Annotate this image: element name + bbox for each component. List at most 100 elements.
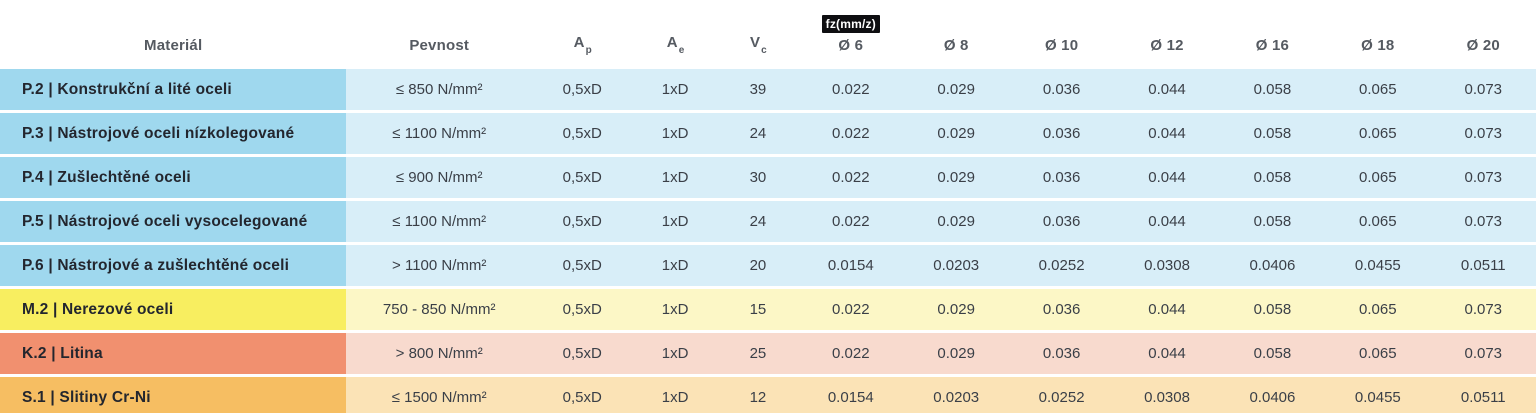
column-header-d18: Ø 18 bbox=[1325, 3, 1431, 66]
fz-cell-d6: 0.022 bbox=[798, 157, 904, 198]
fz-cell-d8: 0.029 bbox=[903, 333, 1009, 374]
fz-cell-d8: 0.0203 bbox=[903, 377, 1009, 413]
table-row: P.2 | Konstrukční a lité oceli ≤ 850 N/mm… bbox=[0, 69, 1536, 110]
fz-cell-d6: 0.022 bbox=[798, 201, 904, 242]
material-cell: P.6 | Nástrojové a zušlechtěné oceli bbox=[0, 245, 347, 286]
fz-cell-d20: 0.073 bbox=[1430, 201, 1536, 242]
vc-sub: c bbox=[761, 45, 767, 56]
fz-cell-d18: 0.065 bbox=[1325, 113, 1431, 154]
material-cell: M.2 | Nerezové oceli bbox=[0, 289, 347, 330]
table-row: K.2 | Litina > 800 N/mm² 0,5xD 1xD 25 0.022 0.… bbox=[0, 333, 1536, 374]
ae-sub: e bbox=[678, 45, 685, 56]
column-header-d20: Ø 20 bbox=[1430, 3, 1536, 66]
fz-cell-d10: 0.0252 bbox=[1008, 377, 1115, 413]
fz-cell-d10: 0.036 bbox=[1008, 69, 1115, 110]
fz-cell-d18: 0.0455 bbox=[1325, 245, 1431, 286]
fz-cell-d12: 0.044 bbox=[1114, 157, 1220, 198]
fz-cell-d16: 0.0406 bbox=[1219, 245, 1326, 286]
fz-cell-d10: 0.036 bbox=[1008, 201, 1115, 242]
fz-cell-d18: 0.065 bbox=[1325, 69, 1431, 110]
vc-cell: 15 bbox=[717, 289, 799, 330]
ap-base: A bbox=[573, 34, 585, 51]
fz-cell-d12: 0.044 bbox=[1114, 333, 1220, 374]
fz-cell-d16: 0.0406 bbox=[1219, 377, 1326, 413]
ae-cell: 1xD bbox=[632, 377, 718, 413]
material-cell: S.1 | Slitiny Cr-Ni bbox=[0, 377, 347, 413]
fz-cell-d10: 0.036 bbox=[1008, 333, 1115, 374]
fz-header-stack: fz(mm/z) Ø 6 bbox=[798, 15, 903, 54]
fz-cell-d16: 0.058 bbox=[1219, 69, 1326, 110]
fz-cell-d12: 0.0308 bbox=[1114, 245, 1220, 286]
vc-cell: 30 bbox=[717, 157, 799, 198]
material-cell: P.2 | Konstrukční a lité oceli bbox=[0, 69, 347, 110]
pevnost-cell: ≤ 850 N/mm² bbox=[346, 69, 533, 110]
material-cell: P.3 | Nástrojové oceli nízkolegované bbox=[0, 113, 347, 154]
ae-cell: 1xD bbox=[632, 201, 718, 242]
fz-cell-d12: 0.044 bbox=[1114, 69, 1220, 110]
fz-cell-d12: 0.044 bbox=[1114, 113, 1220, 154]
fz-cell-d20: 0.073 bbox=[1430, 157, 1536, 198]
fz-cell-d16: 0.058 bbox=[1219, 333, 1326, 374]
ap-cell: 0,5xD bbox=[532, 113, 633, 154]
fz-cell-d12: 0.0308 bbox=[1114, 377, 1220, 413]
pevnost-cell: > 800 N/mm² bbox=[346, 333, 533, 374]
ap-cell: 0,5xD bbox=[532, 157, 633, 198]
ap-cell: 0,5xD bbox=[532, 201, 633, 242]
fz-cell-d16: 0.058 bbox=[1219, 113, 1326, 154]
ae-cell: 1xD bbox=[632, 245, 718, 286]
fz-cell-d20: 0.0511 bbox=[1430, 245, 1536, 286]
table-header: Materiál Pevnost Ap Ae Vc fz(mm/z) Ø 6 Ø… bbox=[0, 3, 1536, 66]
ap-cell: 0,5xD bbox=[532, 333, 633, 374]
fz-cell-d18: 0.0455 bbox=[1325, 377, 1431, 413]
ae-cell: 1xD bbox=[632, 69, 718, 110]
fz-cell-d20: 0.073 bbox=[1430, 69, 1536, 110]
ae-cell: 1xD bbox=[632, 333, 718, 374]
ae-cell: 1xD bbox=[632, 157, 718, 198]
d6-label: Ø 6 bbox=[838, 37, 864, 54]
fz-cell-d18: 0.065 bbox=[1325, 333, 1431, 374]
column-header-d8: Ø 8 bbox=[903, 3, 1009, 66]
fz-cell-d18: 0.065 bbox=[1325, 289, 1431, 330]
table-row: P.6 | Nástrojové a zušlechtěné oceli > 11… bbox=[0, 245, 1536, 286]
vc-cell: 12 bbox=[717, 377, 799, 413]
ae-cell: 1xD bbox=[632, 289, 718, 330]
pevnost-cell: > 1100 N/mm² bbox=[346, 245, 533, 286]
column-header-vc: Vc bbox=[717, 3, 799, 66]
ap-sub: p bbox=[585, 45, 592, 56]
table-row: P.4 | Zušlechtěné oceli ≤ 900 N/mm² 0,5xD 1… bbox=[0, 157, 1536, 198]
vc-cell: 24 bbox=[717, 113, 799, 154]
ae-cell: 1xD bbox=[632, 113, 718, 154]
fz-cell-d12: 0.044 bbox=[1114, 289, 1220, 330]
table-row: S.1 | Slitiny Cr-Ni ≤ 1500 N/mm² 0,5xD 1xD 1… bbox=[0, 377, 1536, 413]
vc-cell: 20 bbox=[717, 245, 799, 286]
vc-base: V bbox=[749, 34, 761, 51]
fz-cell-d6: 0.022 bbox=[798, 69, 904, 110]
material-cell: K.2 | Litina bbox=[0, 333, 347, 374]
fz-cell-d10: 0.036 bbox=[1008, 157, 1115, 198]
table-row: P.5 | Nástrojové oceli vysocelegované ≤ 1… bbox=[0, 201, 1536, 242]
fz-cell-d18: 0.065 bbox=[1325, 157, 1431, 198]
fz-cell-d16: 0.058 bbox=[1219, 157, 1326, 198]
pevnost-cell: ≤ 1100 N/mm² bbox=[346, 113, 533, 154]
fz-cell-d6: 0.0154 bbox=[798, 377, 904, 413]
fz-cell-d6: 0.022 bbox=[798, 333, 904, 374]
fz-cell-d8: 0.029 bbox=[903, 289, 1009, 330]
fz-cell-d6: 0.0154 bbox=[798, 245, 904, 286]
column-header-material: Materiál bbox=[0, 3, 347, 66]
fz-cell-d6: 0.022 bbox=[798, 289, 904, 330]
header-row: Materiál Pevnost Ap Ae Vc fz(mm/z) Ø 6 Ø… bbox=[0, 3, 1536, 66]
fz-cell-d10: 0.0252 bbox=[1008, 245, 1115, 286]
fz-cell-d8: 0.029 bbox=[903, 157, 1009, 198]
column-header-ae: Ae bbox=[632, 3, 718, 66]
column-header-d6: fz(mm/z) Ø 6 bbox=[798, 3, 904, 66]
column-header-ap: Ap bbox=[532, 3, 633, 66]
fz-cell-d20: 0.073 bbox=[1430, 113, 1536, 154]
ap-cell: 0,5xD bbox=[532, 377, 633, 413]
fz-cell-d20: 0.073 bbox=[1430, 289, 1536, 330]
fz-cell-d8: 0.0203 bbox=[903, 245, 1009, 286]
material-cell: P.5 | Nástrojové oceli vysocelegované bbox=[0, 201, 347, 242]
column-header-d12: Ø 12 bbox=[1114, 3, 1220, 66]
fz-cell-d16: 0.058 bbox=[1219, 201, 1326, 242]
